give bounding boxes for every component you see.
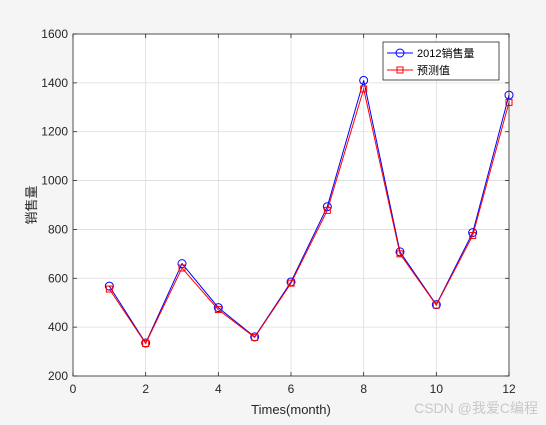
legend-label-2: 预测值 xyxy=(417,64,450,77)
y-tick-label: 600 xyxy=(48,271,68,285)
series-2-point xyxy=(214,306,222,314)
series-2-point xyxy=(323,206,331,214)
series-2-point xyxy=(469,232,477,240)
legend-marker-1 xyxy=(395,48,405,58)
series-2-point xyxy=(432,301,440,309)
series-layer xyxy=(104,75,514,348)
y-tick-label: 1000 xyxy=(41,174,68,188)
x-tick-label: 4 xyxy=(215,382,222,396)
series-1-point xyxy=(359,75,369,85)
x-tick-label: 12 xyxy=(502,382,516,396)
x-tick-label: 8 xyxy=(360,382,367,396)
series-2-point xyxy=(178,264,186,272)
y-tick-label: 1400 xyxy=(41,76,68,90)
series-1-point xyxy=(395,247,405,257)
y-tick-label: 400 xyxy=(48,320,68,334)
y-axis-label: 销售量 xyxy=(24,185,39,224)
series-2-point xyxy=(251,333,259,341)
watermark: CSDN @我爱C编程 xyxy=(414,400,538,416)
y-tick-label: 1600 xyxy=(41,27,68,41)
x-tick-label: 6 xyxy=(288,382,295,396)
series-line-2 xyxy=(108,87,510,345)
series-2-point xyxy=(360,85,368,93)
x-axis-label: Times(month) xyxy=(251,402,331,417)
y-tick-label: 200 xyxy=(48,369,68,383)
series-1-point xyxy=(213,303,223,313)
x-tick-label: 2 xyxy=(142,382,149,396)
series-1-point xyxy=(141,338,151,348)
legend-label-1: 2012销售量 xyxy=(417,46,474,60)
series-2-point xyxy=(142,340,150,348)
x-tick-label: 0 xyxy=(70,382,77,396)
ticks: 0 2 4 6 8 10 12 200 400 600 800 1000 1200 1400 1600 xyxy=(41,27,516,396)
series-1-point xyxy=(431,300,441,310)
legend-marker-2 xyxy=(396,66,404,74)
series-2-point xyxy=(396,250,404,258)
series-2-point xyxy=(105,285,113,293)
series-2-point xyxy=(287,279,295,287)
series-1-point xyxy=(250,332,260,342)
x-tick-label: 10 xyxy=(430,382,444,396)
y-tick-label: 1200 xyxy=(41,125,68,139)
y-tick-label: 800 xyxy=(48,222,68,236)
legend-box xyxy=(382,41,500,81)
series-1-point xyxy=(104,281,114,291)
